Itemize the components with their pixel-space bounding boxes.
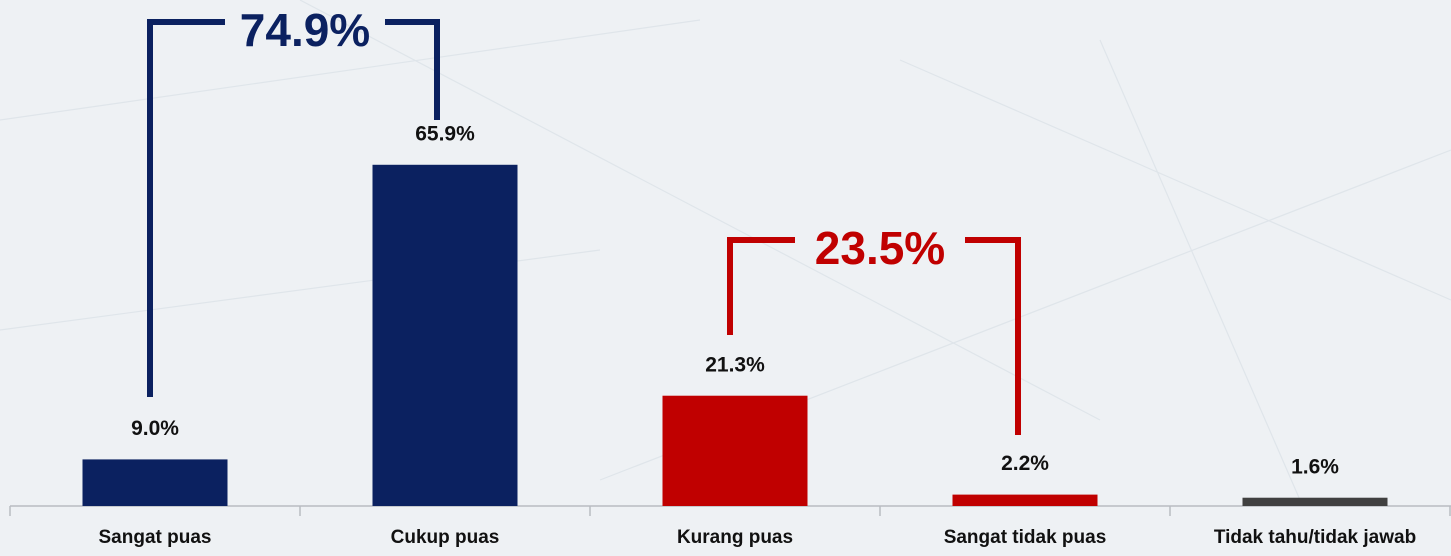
- x-tick-label: Tidak tahu/tidak jawab: [1214, 527, 1416, 548]
- x-tick-label: Sangat tidak puas: [944, 527, 1107, 548]
- bracket: [385, 19, 440, 120]
- x-tick-label: Kurang puas: [677, 527, 793, 548]
- bar: [952, 494, 1098, 506]
- texture-line: [1099, 39, 1301, 501]
- texture-line: [0, 19, 701, 121]
- bracket: [965, 237, 1021, 435]
- value-label: 9.0%: [131, 417, 179, 440]
- bracket: [147, 19, 225, 397]
- value-label: 65.9%: [415, 122, 475, 145]
- x-tick-label: Sangat puas: [99, 527, 212, 548]
- annotation-label: 23.5%: [815, 222, 945, 274]
- bar: [662, 395, 808, 506]
- bar: [372, 164, 518, 507]
- x-tick-label: Cukup puas: [391, 527, 500, 548]
- texture-line: [899, 59, 1451, 301]
- bar: [82, 459, 228, 506]
- bar: [1242, 497, 1388, 506]
- value-label: 2.2%: [1001, 452, 1049, 475]
- value-label: 1.6%: [1291, 455, 1339, 478]
- bracket: [727, 237, 795, 335]
- value-label: 21.3%: [705, 353, 765, 376]
- annotation-label: 74.9%: [240, 4, 370, 56]
- texture-line: [299, 0, 1101, 421]
